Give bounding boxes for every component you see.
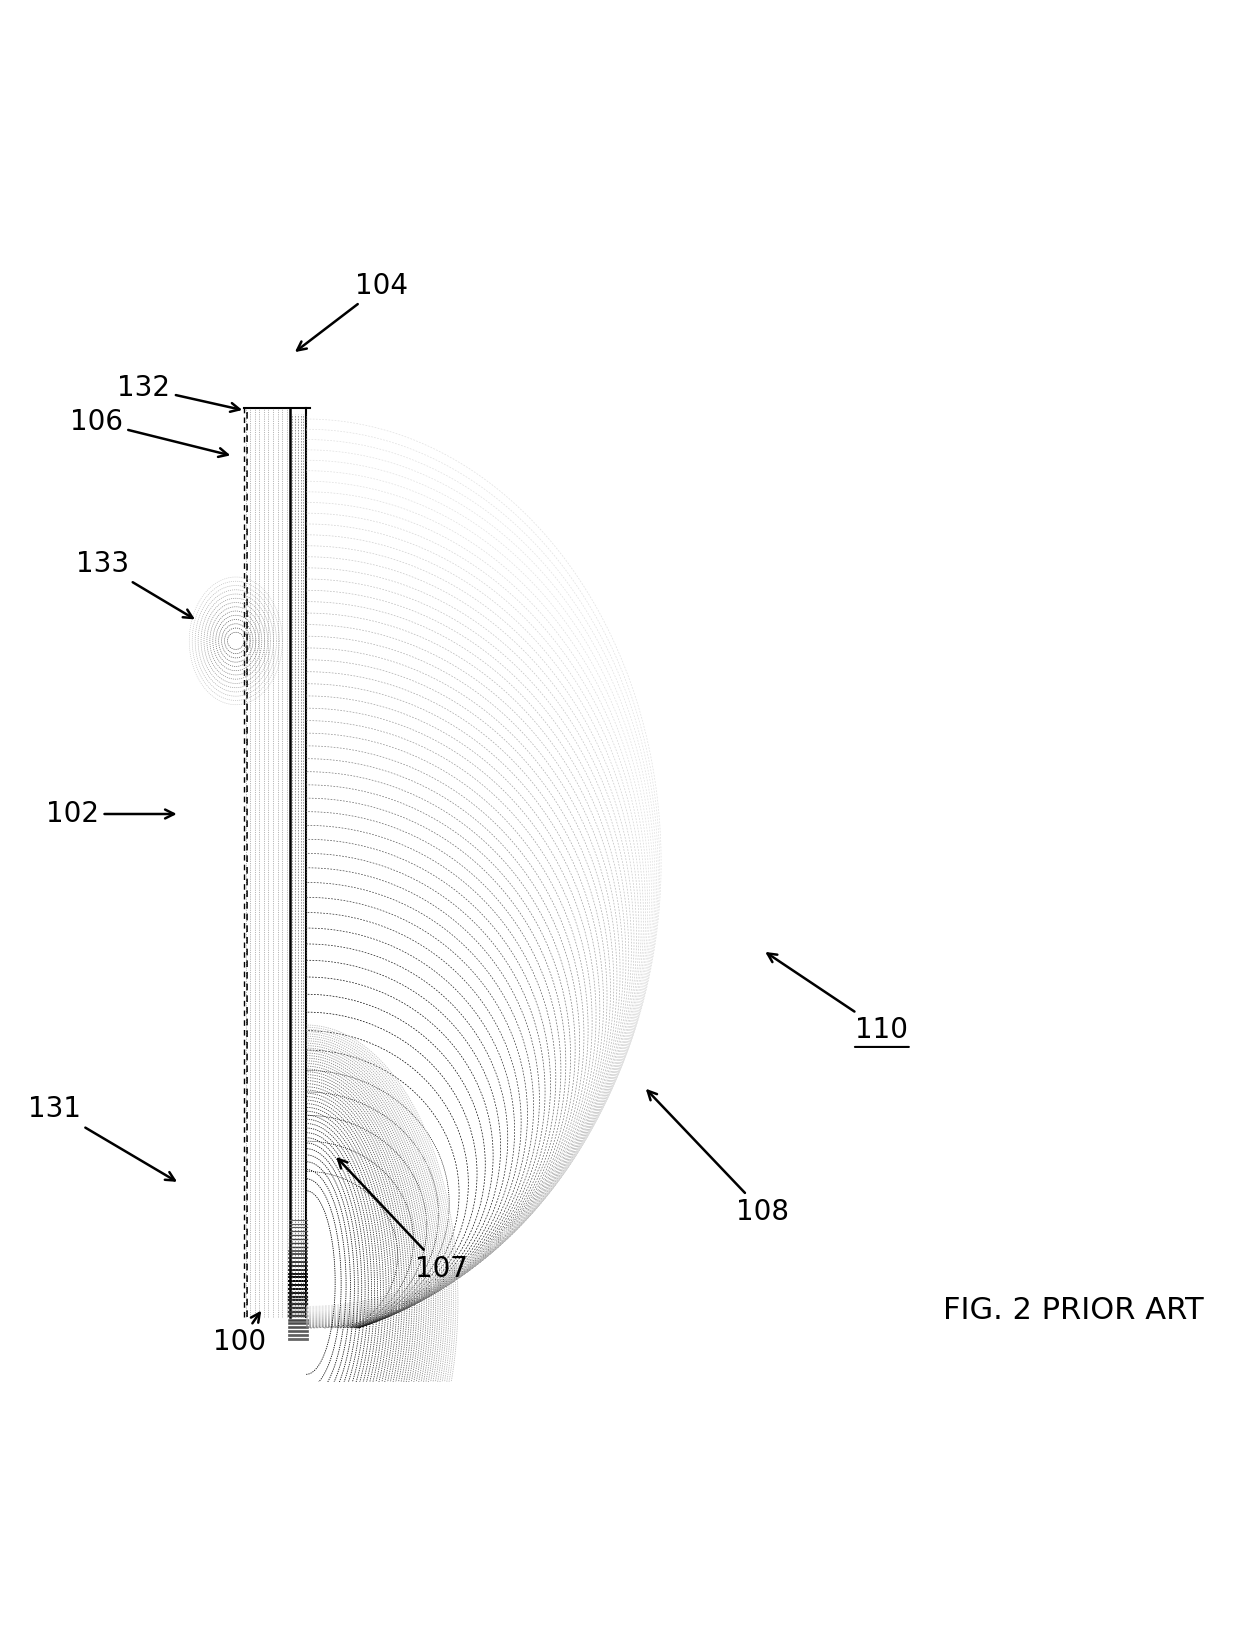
Text: 102: 102 bbox=[46, 799, 174, 829]
Text: 133: 133 bbox=[76, 550, 192, 619]
Text: 106: 106 bbox=[69, 409, 228, 457]
Text: 108: 108 bbox=[647, 1091, 790, 1226]
Text: 104: 104 bbox=[298, 272, 408, 350]
Text: 107: 107 bbox=[339, 1159, 467, 1283]
Text: 132: 132 bbox=[118, 374, 239, 412]
Text: 110: 110 bbox=[768, 954, 909, 1044]
Text: FIG. 2 PRIOR ART: FIG. 2 PRIOR ART bbox=[942, 1296, 1203, 1325]
Text: 100: 100 bbox=[212, 1312, 265, 1356]
Text: 131: 131 bbox=[29, 1096, 175, 1180]
